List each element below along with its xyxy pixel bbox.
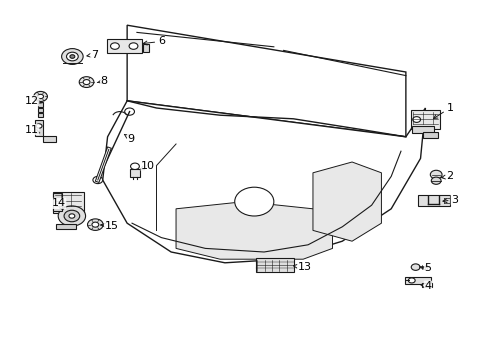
Circle shape <box>429 170 441 179</box>
Polygon shape <box>127 25 405 137</box>
Bar <box>418 195 449 206</box>
Circle shape <box>430 177 440 184</box>
Bar <box>107 39 142 53</box>
Bar <box>53 192 84 213</box>
Bar <box>410 109 439 130</box>
Circle shape <box>61 49 83 64</box>
Text: 15: 15 <box>101 221 118 231</box>
Circle shape <box>58 206 85 226</box>
Bar <box>422 132 437 138</box>
Polygon shape <box>35 120 56 142</box>
Circle shape <box>64 210 80 222</box>
Circle shape <box>92 222 99 227</box>
Text: 10: 10 <box>140 161 155 171</box>
Text: 6: 6 <box>143 36 164 46</box>
Text: 11: 11 <box>25 125 40 135</box>
Circle shape <box>410 264 419 270</box>
Polygon shape <box>176 202 332 259</box>
Text: 8: 8 <box>97 76 107 86</box>
Text: 2: 2 <box>441 171 452 181</box>
Bar <box>143 44 149 52</box>
Circle shape <box>69 214 75 218</box>
Polygon shape <box>102 101 425 263</box>
Circle shape <box>36 124 42 128</box>
Circle shape <box>87 219 103 230</box>
Bar <box>422 283 431 287</box>
Circle shape <box>38 94 43 99</box>
Text: 12: 12 <box>25 96 42 106</box>
Bar <box>56 224 76 229</box>
Circle shape <box>234 187 273 216</box>
Bar <box>38 108 43 112</box>
Circle shape <box>129 43 138 49</box>
Circle shape <box>70 55 75 58</box>
Circle shape <box>124 108 134 115</box>
Bar <box>255 258 293 272</box>
Circle shape <box>110 43 119 49</box>
Circle shape <box>66 52 78 61</box>
Text: 7: 7 <box>87 50 98 60</box>
Text: 3: 3 <box>442 195 457 205</box>
Text: 9: 9 <box>124 134 134 144</box>
Text: 14: 14 <box>52 198 65 210</box>
Text: 5: 5 <box>420 263 430 273</box>
Circle shape <box>34 91 47 102</box>
Bar <box>411 126 433 133</box>
Circle shape <box>93 176 102 184</box>
Text: 1: 1 <box>433 103 452 118</box>
Bar <box>405 277 430 284</box>
Circle shape <box>79 77 94 87</box>
Bar <box>53 193 61 211</box>
Circle shape <box>407 278 414 283</box>
Text: 13: 13 <box>293 262 311 272</box>
Circle shape <box>83 80 90 85</box>
Bar <box>129 169 140 177</box>
Polygon shape <box>312 162 381 241</box>
Text: 4: 4 <box>420 281 430 291</box>
Circle shape <box>412 117 420 122</box>
Circle shape <box>130 163 139 170</box>
Bar <box>38 102 43 107</box>
Bar <box>38 113 43 117</box>
